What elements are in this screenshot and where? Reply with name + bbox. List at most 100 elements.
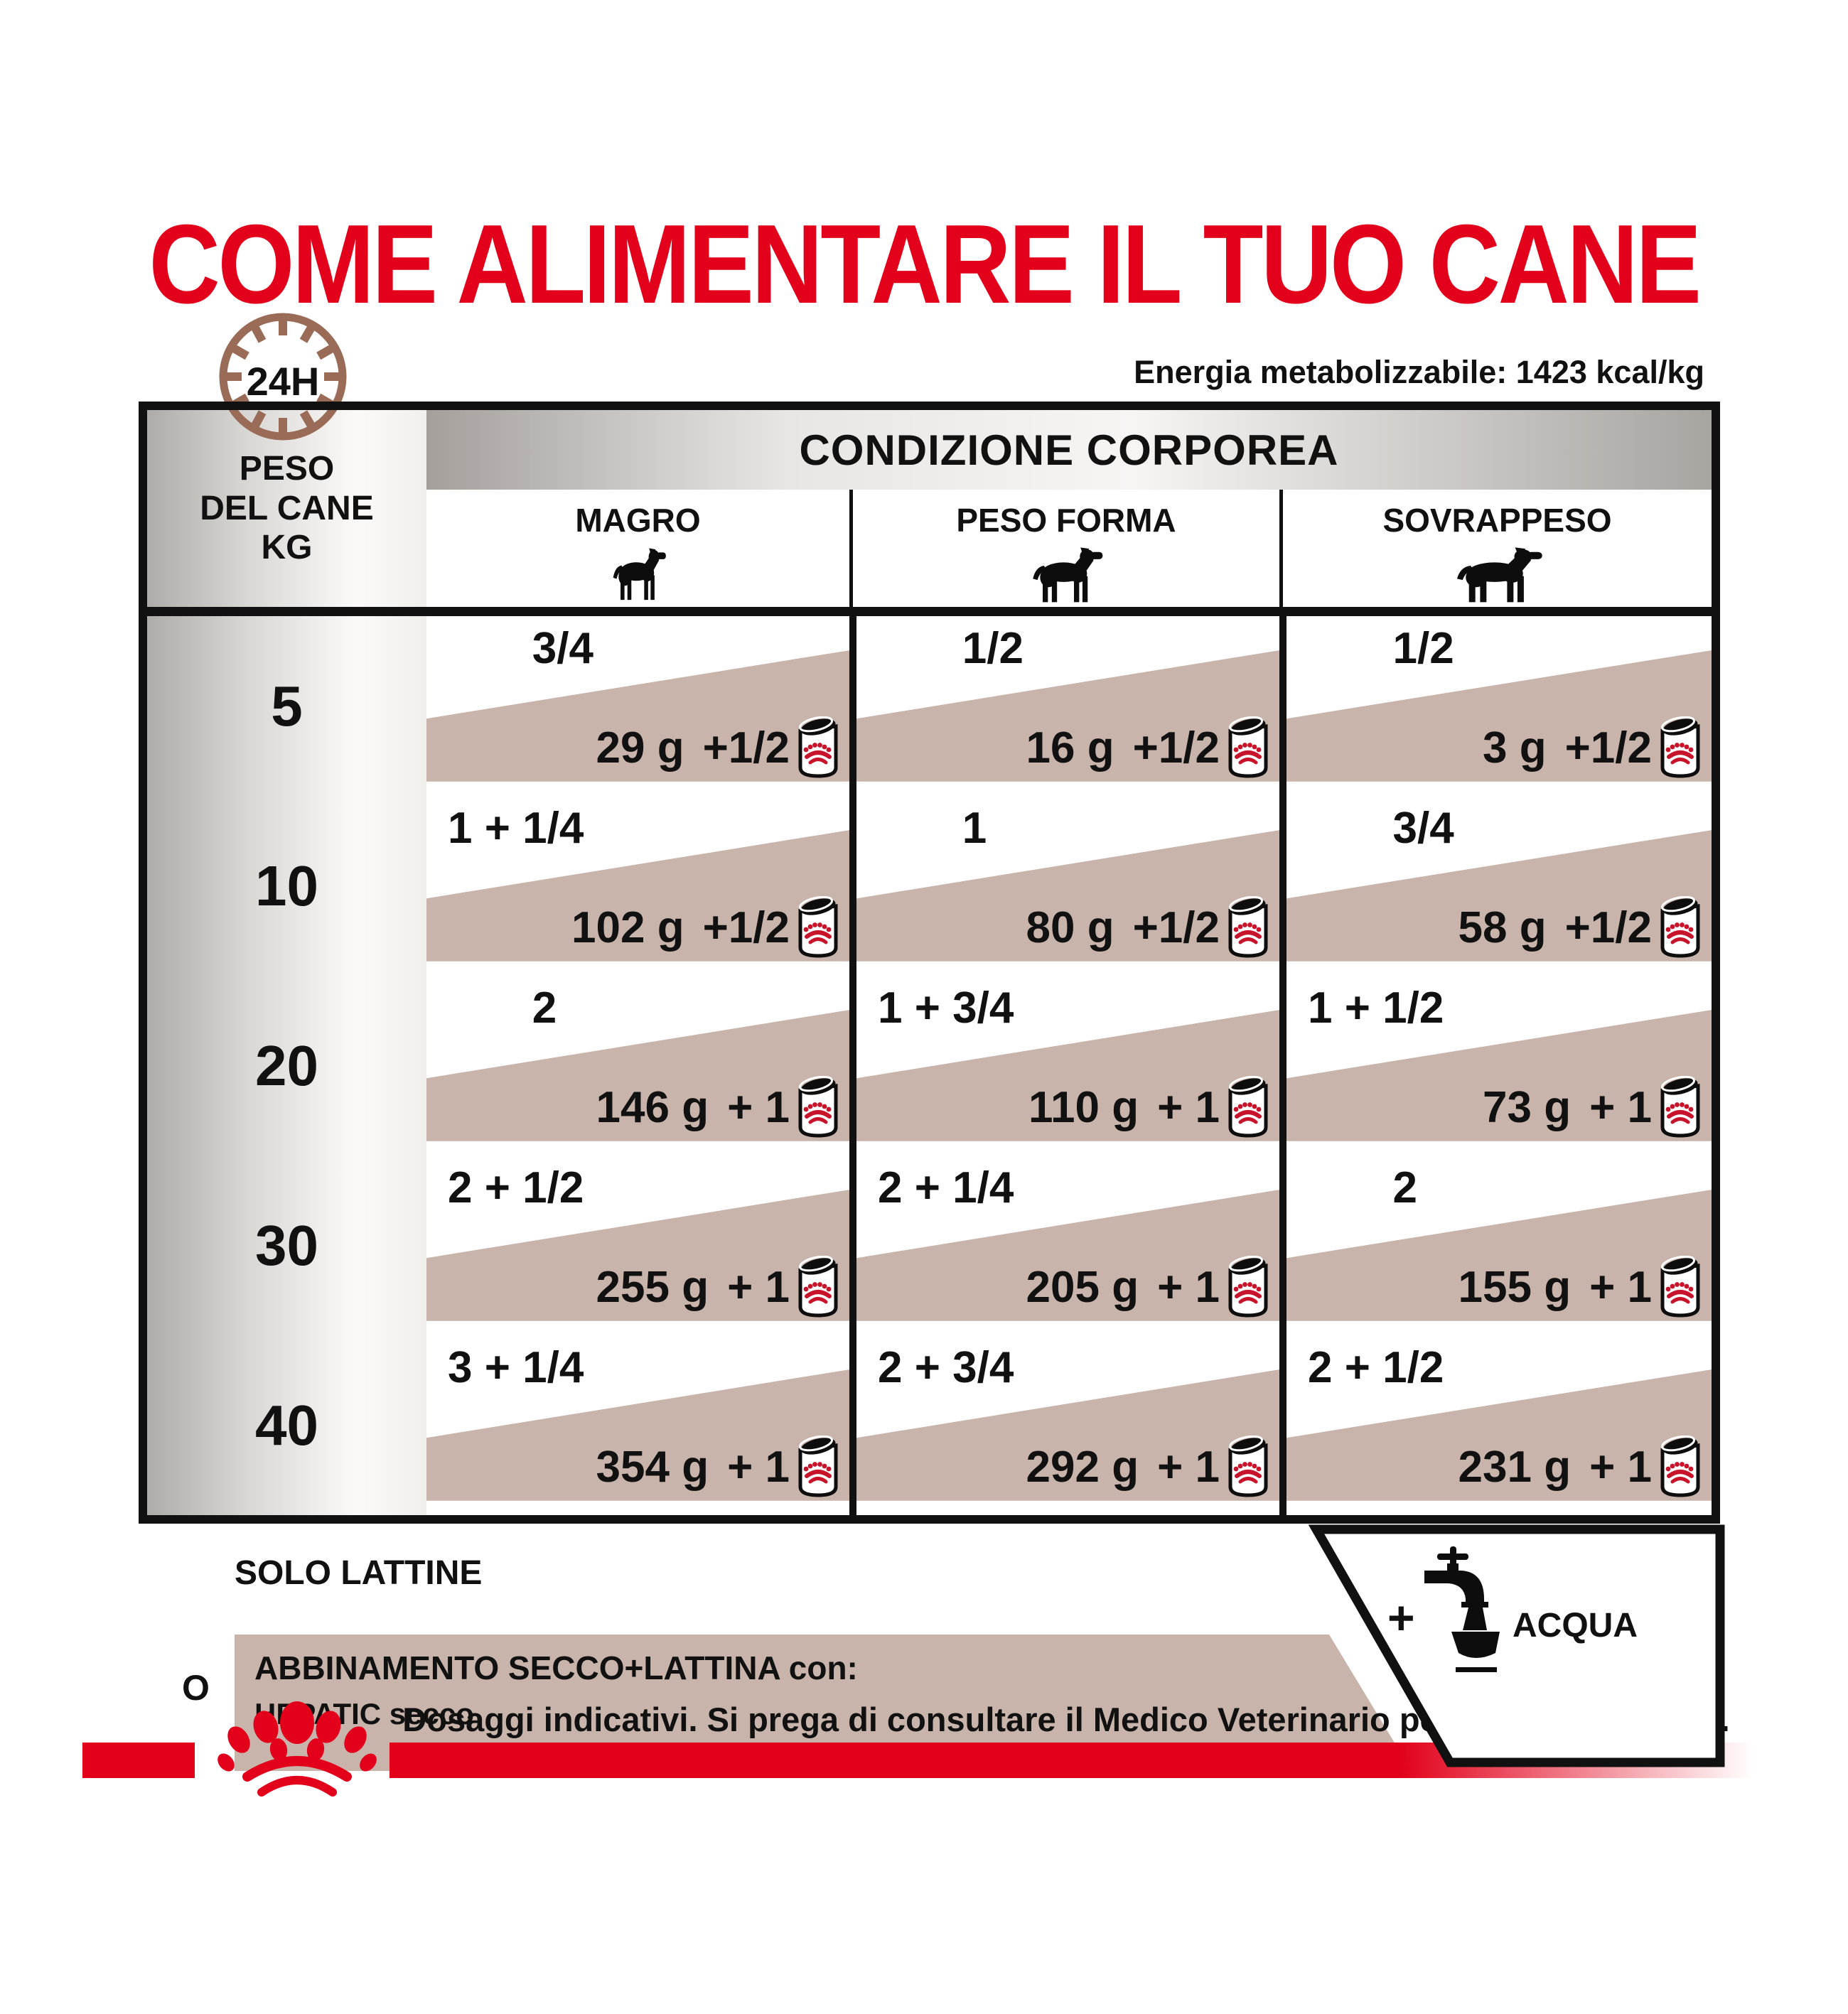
- dry-amount: 155 g: [1458, 1262, 1572, 1312]
- can-add-amount: + 1: [1157, 1082, 1220, 1132]
- cans-only-value: 2 + 1/4: [878, 1163, 1014, 1212]
- can-icon: [1227, 896, 1269, 959]
- can-icon: [1227, 716, 1269, 779]
- feeding-table: PESO DEL CANE KG CONDIZIONE CORPOREA MAG…: [139, 402, 1720, 1524]
- cans-only-value: 2 + 1/2: [1308, 1343, 1444, 1392]
- weight-value: 20: [147, 976, 426, 1156]
- weight-header-line: DEL CANE: [200, 489, 374, 527]
- table-cell: 1/2 3 g +1/2: [1279, 616, 1712, 796]
- dry-plus-can-value: 16 g +1/2: [1026, 716, 1269, 779]
- table-cell: 2 + 1/4 205 g + 1: [849, 1156, 1279, 1335]
- dry-amount: 80 g: [1026, 903, 1114, 952]
- table-cell: 2 146 g + 1: [426, 976, 849, 1156]
- can-add-amount: + 1: [1589, 1442, 1652, 1492]
- table-cell: 2 + 1/2 231 g + 1: [1279, 1335, 1712, 1515]
- can-icon: [1659, 896, 1702, 959]
- can-add-amount: + 1: [1157, 1442, 1220, 1492]
- can-add-amount: + 1: [1157, 1262, 1220, 1312]
- or-label: O: [182, 1668, 210, 1708]
- dry-plus-can-value: 80 g +1/2: [1026, 896, 1269, 959]
- dry-amount: 102 g: [571, 903, 684, 952]
- can-icon: [797, 716, 839, 779]
- cans-only-value: 1 + 1/2: [1308, 984, 1444, 1033]
- weight-value: 5: [147, 616, 426, 796]
- water-tap-icon: [1424, 1546, 1500, 1672]
- dog-normal-icon: [1033, 547, 1103, 603]
- can-icon: [797, 1436, 839, 1498]
- page-title: COME ALIMENTARE IL TUO CANE: [149, 202, 1702, 327]
- can-icon: [797, 896, 839, 959]
- dry-plus-can-value: 354 g + 1: [596, 1436, 839, 1498]
- acqua-label: ACQUA: [1513, 1607, 1638, 1644]
- can-add-amount: +1/2: [702, 723, 790, 772]
- column-header-sovrappeso: SOVRAPPESO: [1279, 490, 1712, 607]
- cans-only-value: 1: [962, 804, 987, 853]
- can-add-amount: + 1: [727, 1262, 790, 1312]
- dry-amount: 110 g: [1028, 1082, 1139, 1132]
- dry-amount: 231 g: [1458, 1442, 1572, 1492]
- table-border-segment: [210, 402, 357, 410]
- metabolizable-energy-label: Energia metabolizzabile: 1423 kcal/kg: [1134, 354, 1704, 390]
- dry-amount: 3 g: [1483, 723, 1547, 772]
- can-add-amount: +1/2: [702, 903, 790, 952]
- table-cell: 1 + 1/2 73 g + 1: [1279, 976, 1712, 1156]
- can-icon: [1659, 1076, 1702, 1138]
- plus-sign: +: [1387, 1591, 1415, 1644]
- dry-amount: 205 g: [1026, 1262, 1139, 1312]
- column-label: MAGRO: [575, 502, 701, 539]
- can-add-amount: +1/2: [1132, 903, 1220, 952]
- table-cell: 1 80 g +1/2: [849, 796, 1279, 976]
- dry-amount: 292 g: [1026, 1442, 1139, 1492]
- can-icon: [1659, 1256, 1702, 1318]
- cans-only-value: 2: [532, 984, 557, 1033]
- can-add-amount: + 1: [727, 1442, 790, 1492]
- can-add-amount: + 1: [727, 1082, 790, 1132]
- can-icon: [797, 1076, 839, 1138]
- weight-value: 10: [147, 796, 426, 976]
- dry-plus-can-value: 155 g + 1: [1458, 1256, 1702, 1318]
- can-add-amount: +1/2: [1564, 903, 1652, 952]
- can-icon: [1227, 1256, 1269, 1318]
- can-icon: [797, 1256, 839, 1318]
- dry-amount: 73 g: [1483, 1082, 1572, 1132]
- can-icon: [1227, 1436, 1269, 1498]
- table-cell: 3/4 58 g +1/2: [1279, 796, 1712, 976]
- header-separator-line: [147, 607, 1712, 616]
- 24h-clock-icon: 24H: [213, 307, 353, 446]
- column-header-peso-forma: PESO FORMA: [849, 490, 1279, 607]
- table-cell: 1/2 16 g +1/2: [849, 616, 1279, 796]
- cans-only-value: 1 + 3/4: [878, 984, 1014, 1033]
- table-cell: 3 + 1/4 354 g + 1: [426, 1335, 849, 1515]
- can-icon: [1659, 1436, 1702, 1498]
- table-cell: 1 + 1/4 102 g +1/2: [426, 796, 849, 976]
- combo-legend-line: ABBINAMENTO SECCO+LATTINA con:: [254, 1649, 858, 1686]
- brand-stripe-left: [82, 1743, 195, 1778]
- cans-only-value: 2 + 3/4: [878, 1343, 1014, 1392]
- cans-only-value: 2: [1392, 1163, 1417, 1212]
- dry-plus-can-value: 3 g +1/2: [1483, 716, 1702, 779]
- dry-plus-can-value: 110 g + 1: [1028, 1076, 1269, 1138]
- dog-overweight-icon: [1456, 547, 1542, 603]
- royal-canin-paw-logo: [217, 1701, 377, 1797]
- can-add-amount: +1/2: [1132, 723, 1220, 772]
- dry-plus-can-value: 102 g +1/2: [571, 896, 839, 959]
- water-callout-box: [1308, 1524, 1725, 1767]
- can-add-amount: + 1: [1589, 1262, 1652, 1312]
- table-cell: 2 155 g + 1: [1279, 1156, 1712, 1335]
- weight-header-line: KG: [261, 529, 313, 567]
- cans-only-value: 3/4: [532, 624, 593, 673]
- cans-only-value: 3 + 1/4: [448, 1343, 584, 1392]
- table-cell: 1 + 3/4 110 g + 1: [849, 976, 1279, 1156]
- dry-amount: 16 g: [1026, 723, 1114, 772]
- cans-only-value: 1/2: [962, 624, 1024, 673]
- weight-value: 30: [147, 1156, 426, 1335]
- cans-only-value: 1 + 1/4: [448, 804, 584, 853]
- weight-value: 40: [147, 1335, 426, 1515]
- dry-plus-can-value: 205 g + 1: [1026, 1256, 1269, 1318]
- dry-amount: 29 g: [596, 723, 684, 772]
- cans-only-value: 1/2: [1392, 624, 1454, 673]
- dry-plus-can-value: 146 g + 1: [596, 1076, 839, 1138]
- column-header-magro: MAGRO: [426, 490, 849, 607]
- weight-column-header: PESO DEL CANE KG: [147, 410, 426, 607]
